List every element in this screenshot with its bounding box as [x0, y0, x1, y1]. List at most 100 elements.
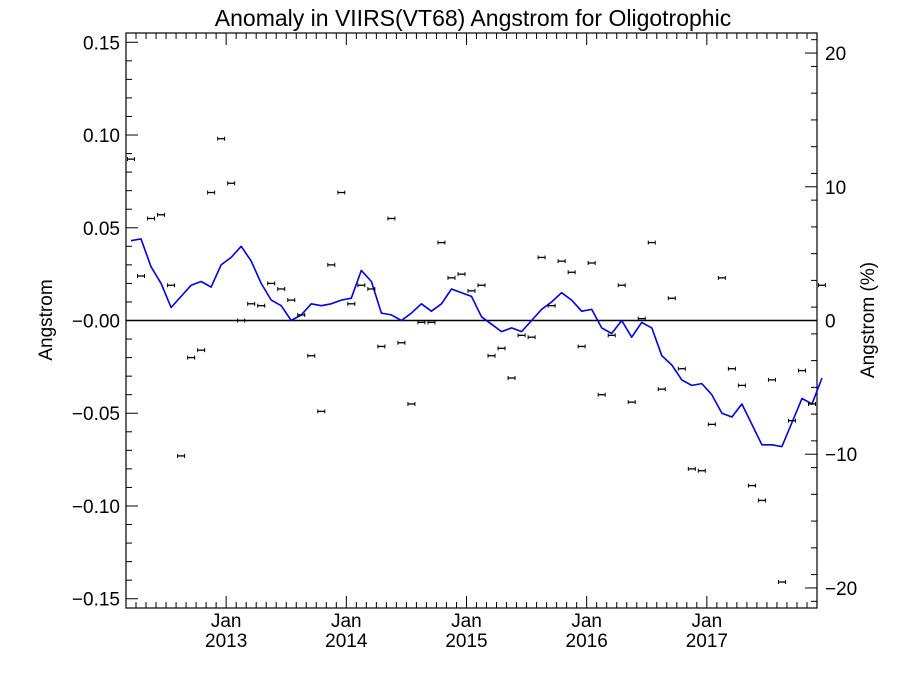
data-point	[237, 318, 246, 323]
data-point	[667, 296, 676, 301]
data-point	[397, 340, 406, 345]
data-point	[317, 409, 326, 414]
monthly-points	[127, 136, 827, 585]
data-point	[307, 353, 316, 358]
y2-tick-label: −10	[825, 445, 857, 466]
y-tick-label: 0.10	[83, 126, 120, 147]
y2-axis-label: Angstrom (%)	[858, 262, 879, 378]
data-point	[757, 498, 766, 503]
data-point	[597, 392, 606, 397]
data-point	[297, 312, 306, 317]
data-point	[207, 190, 216, 195]
data-point	[457, 272, 466, 277]
data-point	[147, 216, 156, 221]
data-point	[607, 333, 616, 338]
data-point	[787, 418, 796, 423]
x-tick-year: 2016	[566, 631, 608, 652]
data-point	[697, 468, 706, 473]
trend-line	[130, 238, 823, 448]
x-tick-month: Jan	[451, 611, 482, 632]
y-axis-label: Angstrom	[36, 279, 57, 360]
data-point	[407, 401, 416, 406]
data-point	[247, 301, 256, 306]
y-tick-label: −0.05	[72, 404, 120, 425]
data-point	[347, 301, 356, 306]
data-point	[387, 216, 396, 221]
x-tick-month: Jan	[331, 611, 362, 632]
x-tick-month: Jan	[692, 611, 723, 632]
x-tick-year: 2015	[445, 631, 487, 652]
data-point	[157, 212, 166, 217]
data-point	[637, 316, 646, 321]
data-point	[797, 368, 806, 373]
data-point	[167, 283, 176, 288]
data-point	[707, 422, 716, 427]
x-tick-month: Jan	[571, 611, 602, 632]
data-point	[467, 288, 476, 293]
data-point	[627, 400, 636, 405]
data-point	[677, 366, 686, 371]
x-tick-month: Jan	[211, 611, 242, 632]
x-tick-year: 2013	[205, 631, 247, 652]
x-tick-year: 2014	[325, 631, 368, 652]
data-point	[617, 283, 626, 288]
data-point	[547, 303, 556, 308]
data-point	[657, 387, 666, 392]
y-tick-label: 0.15	[83, 33, 120, 54]
data-point	[377, 344, 386, 349]
data-point	[537, 255, 546, 260]
data-point	[777, 580, 786, 585]
data-point	[747, 483, 756, 488]
data-point	[447, 275, 456, 280]
data-point	[427, 320, 436, 325]
data-point	[767, 377, 776, 382]
data-point	[727, 366, 736, 371]
data-point	[497, 346, 506, 351]
trend-series	[130, 238, 823, 448]
y-tick-label: −0.15	[72, 590, 120, 611]
data-point	[187, 355, 196, 360]
data-point	[687, 466, 696, 471]
data-point	[137, 273, 146, 278]
y2-tick-label: 0	[825, 312, 836, 333]
y-tick-label: −0.00	[72, 312, 120, 333]
y2-tick-label: 20	[825, 44, 846, 65]
data-point	[287, 298, 296, 303]
data-point	[357, 283, 366, 288]
data-point	[818, 283, 827, 288]
data-point	[567, 270, 576, 275]
data-point	[737, 383, 746, 388]
data-point	[417, 320, 426, 325]
data-point	[177, 453, 186, 458]
data-point	[717, 275, 726, 280]
tick-labels: −0.15 −0.10 −0.05 −0.00 0.05 0.10 0.15 −20 −10 0 1…	[72, 33, 857, 652]
axis-ticks	[125, 33, 818, 608]
data-point	[267, 281, 276, 286]
data-point	[517, 333, 526, 338]
data-point	[807, 401, 816, 406]
data-point	[487, 353, 496, 358]
data-point	[527, 335, 536, 340]
x-tick-year: 2017	[686, 631, 728, 652]
data-point	[367, 286, 376, 291]
data-point	[587, 261, 596, 265]
data-point	[337, 190, 346, 195]
data-point	[127, 157, 136, 162]
y2-tick-label: 10	[825, 178, 846, 199]
data-point	[477, 283, 486, 288]
data-point	[437, 240, 446, 245]
data-point	[277, 286, 286, 291]
y-tick-label: −0.10	[72, 497, 120, 518]
data-point	[327, 262, 336, 267]
data-point	[197, 348, 206, 353]
data-point	[257, 303, 266, 308]
data-point	[647, 240, 656, 245]
data-point	[507, 376, 516, 380]
data-point	[557, 259, 566, 264]
data-point	[227, 181, 236, 186]
y2-tick-label: −20	[825, 579, 857, 600]
data-point	[577, 344, 586, 349]
data-point	[217, 136, 226, 141]
chart-title: Anomaly in VIIRS(VT68) Angstrom for Olig…	[215, 5, 731, 31]
